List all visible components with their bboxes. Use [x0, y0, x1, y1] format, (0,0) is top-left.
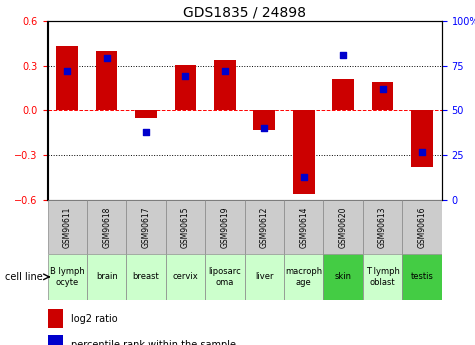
Bar — [245, 200, 284, 254]
Point — [63, 68, 71, 74]
Text: testis: testis — [410, 272, 434, 282]
Bar — [402, 254, 442, 300]
Point — [260, 126, 268, 131]
Bar — [323, 254, 363, 300]
Text: breast: breast — [133, 272, 160, 282]
Text: macroph
age: macroph age — [285, 267, 323, 287]
Text: GSM90612: GSM90612 — [260, 206, 269, 247]
Bar — [48, 309, 63, 328]
Bar — [126, 254, 166, 300]
Bar — [166, 254, 205, 300]
Text: percentile rank within the sample: percentile rank within the sample — [71, 340, 236, 345]
Bar — [214, 60, 236, 110]
Bar — [135, 110, 157, 118]
Text: brain: brain — [96, 272, 117, 282]
Text: GSM90619: GSM90619 — [220, 206, 229, 248]
Bar — [57, 46, 78, 110]
Text: T lymph
oblast: T lymph oblast — [366, 267, 399, 287]
Bar — [48, 254, 87, 300]
Bar — [48, 335, 63, 345]
Text: GSM90618: GSM90618 — [102, 206, 111, 247]
Point — [300, 174, 308, 179]
Bar — [175, 65, 196, 110]
Title: GDS1835 / 24898: GDS1835 / 24898 — [183, 6, 306, 20]
Point — [379, 86, 386, 92]
Text: skin: skin — [335, 272, 352, 282]
Bar — [402, 200, 442, 254]
Bar — [284, 200, 323, 254]
Text: GSM90615: GSM90615 — [181, 206, 190, 248]
Text: GSM90620: GSM90620 — [339, 206, 348, 248]
Text: GSM90617: GSM90617 — [142, 206, 151, 248]
Bar — [284, 254, 323, 300]
Text: liver: liver — [255, 272, 274, 282]
Point — [181, 73, 189, 79]
Point — [103, 56, 110, 61]
Bar — [96, 51, 117, 110]
Bar — [87, 254, 126, 300]
Text: GSM90613: GSM90613 — [378, 206, 387, 248]
Bar — [245, 254, 284, 300]
Bar — [254, 110, 275, 130]
Bar — [166, 200, 205, 254]
Point — [339, 52, 347, 58]
Point — [142, 129, 150, 135]
Bar — [411, 110, 433, 167]
Point — [418, 149, 426, 155]
Bar — [87, 200, 126, 254]
Point — [221, 68, 228, 74]
Bar — [48, 200, 87, 254]
Bar — [332, 79, 354, 110]
Text: GSM90611: GSM90611 — [63, 206, 72, 247]
Text: cell line: cell line — [5, 272, 42, 282]
Bar — [293, 110, 314, 194]
Text: log2 ratio: log2 ratio — [71, 314, 118, 324]
Bar — [205, 254, 245, 300]
Bar — [205, 200, 245, 254]
Bar — [363, 254, 402, 300]
Text: liposarc
oma: liposarc oma — [209, 267, 241, 287]
Bar — [363, 200, 402, 254]
Bar — [372, 82, 393, 110]
Text: GSM90616: GSM90616 — [418, 206, 427, 248]
Bar — [323, 200, 363, 254]
Text: GSM90614: GSM90614 — [299, 206, 308, 248]
Bar — [126, 200, 166, 254]
Text: cervix: cervix — [172, 272, 199, 282]
Text: B lymph
ocyte: B lymph ocyte — [50, 267, 85, 287]
